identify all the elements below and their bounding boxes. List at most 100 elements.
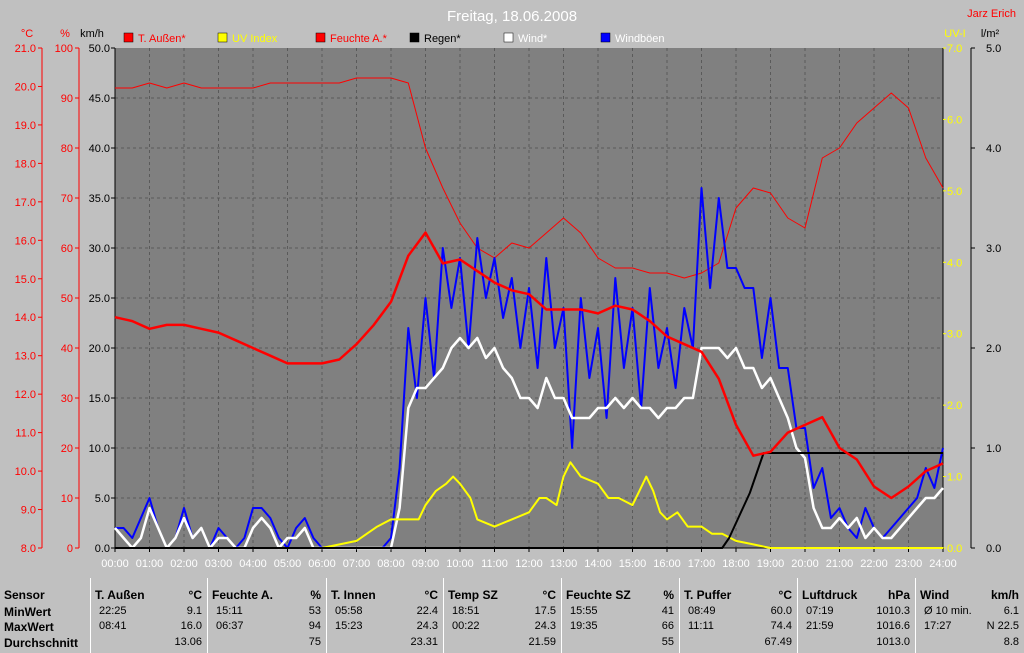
series-line-feuchtea	[115, 77, 944, 279]
x-tick-label: 24:00	[929, 558, 957, 570]
x-tick-label: 15:00	[619, 558, 647, 570]
legend-swatch-2	[315, 32, 326, 43]
stats-column-7: Wind km/h Ø 10 min. 6.1 17:27 N 22.5 8.8	[915, 578, 1024, 653]
legend-label-4: Wind*	[518, 33, 548, 45]
stats-avg-value: 67.49	[764, 636, 792, 648]
stats-min-value: 53	[308, 605, 321, 617]
legend-swatch-3	[409, 32, 420, 43]
tick-label-wind_kmh: 25.0	[89, 293, 110, 305]
tick-label-uv_index: 5.0	[947, 186, 962, 198]
stats-column-unit: °C	[542, 588, 556, 602]
stats-column-unit: %	[663, 588, 674, 602]
tick-label-uv_index: 0.0	[947, 543, 962, 555]
tick-label-wind_kmh: 0.0	[95, 543, 110, 555]
stats-column-name: T. Puffer	[684, 588, 732, 602]
tick-label-temp_c: 14.0	[15, 312, 36, 324]
tick-label-humidity_pct: 70	[61, 193, 73, 205]
stats-min-time: 05:58	[335, 605, 363, 617]
tick-label-wind_kmh: 30.0	[89, 243, 110, 255]
stats-column-6: Luftdruck hPa 07:19 1010.3 21:59 1016.6 1013.0	[797, 578, 916, 653]
stats-avg-value: 1013.0	[876, 636, 910, 648]
stats-max-time: 06:37	[216, 620, 244, 632]
tick-label-wind_kmh: 50.0	[89, 43, 110, 55]
stats-max-value: N 22.5	[986, 620, 1019, 632]
axes: 8.0 9.0 10.0 11.0 12.0 13.0 14.0 15.0 16.0 17.0 18…	[15, 43, 1002, 570]
stats-column-name: Luftdruck	[802, 588, 858, 602]
stats-max-time: 11:11	[688, 620, 714, 632]
stats-max-value: 24.3	[416, 620, 438, 632]
stats-column-5: T. Puffer °C 08:49 60.0 11:11 74.4 67.49	[679, 578, 798, 653]
stats-min-value: 17.5	[534, 605, 556, 617]
tick-label-humidity_pct: 100	[55, 43, 73, 55]
x-tick-label: 19:00	[757, 558, 785, 570]
series-line-uvindex	[115, 461, 943, 549]
stats-max-value: 1016.6	[876, 620, 910, 632]
stats-max-value: 24.3	[534, 620, 556, 632]
series-line-tauen	[114, 231, 944, 500]
stats-row-label-min: MinWert	[4, 605, 52, 619]
tick-label-rain_lm2: 4.0	[986, 143, 1001, 155]
x-tick-label: 11:00	[481, 558, 508, 570]
stats-min-time: 22:25	[99, 605, 127, 617]
stats-max-value: 94	[308, 620, 321, 632]
tick-label-temp_c: 17.0	[15, 197, 36, 209]
tick-label-wind_kmh: 5.0	[95, 493, 110, 505]
series	[114, 77, 944, 550]
unit-humidity-label: %	[60, 28, 70, 40]
stats-column-unit: °C	[188, 588, 202, 602]
legend-swatch-5	[600, 32, 611, 43]
tick-label-temp_c: 18.0	[15, 158, 36, 170]
stats-label-column: Sensor MinWert MaxWert Durchschnitt	[0, 578, 88, 653]
stats-column-0: T. Außen °C 22:25 9.1 08:41 16.0 13.06	[90, 578, 208, 653]
x-tick-label: 16:00	[653, 558, 681, 570]
x-tick-label: 00:00	[101, 558, 129, 570]
stats-max-time: 17:27	[924, 620, 952, 632]
stats-min-time: 15:11	[216, 605, 243, 617]
x-tick-label: 05:00	[274, 558, 302, 570]
x-tick-label: 10:00	[446, 558, 474, 570]
stats-min-value: 41	[661, 605, 674, 617]
tick-label-wind_kmh: 15.0	[89, 393, 110, 405]
tick-label-rain_lm2: 0.0	[986, 543, 1001, 555]
tick-label-temp_c: 20.0	[15, 81, 36, 93]
x-tick-label: 22:00	[860, 558, 888, 570]
legend-swatch-1	[217, 32, 228, 43]
x-tick-label: 06:00	[308, 558, 336, 570]
tick-label-temp_c: 15.0	[15, 274, 36, 286]
x-tick-label: 12:00	[515, 558, 543, 570]
legend-swatch-0	[123, 32, 134, 43]
stats-max-time: 15:23	[335, 620, 363, 632]
tick-label-temp_c: 10.0	[15, 466, 36, 478]
tick-label-humidity_pct: 90	[61, 93, 73, 105]
stats-column-1: Feuchte A.% 15:11 53 06:37 94 75	[207, 578, 327, 653]
tick-label-humidity_pct: 10	[61, 493, 73, 505]
x-tick-label: 03:00	[205, 558, 233, 570]
stats-max-value: 16.0	[180, 620, 202, 632]
stats-max-time: 21:59	[806, 620, 834, 632]
weather-chart: Freitag, 18.06.2008 Jarz Erich °C % km/h…	[14, 8, 1016, 570]
tick-label-uv_index: 6.0	[947, 114, 962, 126]
unit-uv-label: UV-I	[944, 28, 965, 40]
tick-label-rain_lm2: 5.0	[986, 43, 1001, 55]
stats-column-name: T. Außen	[95, 588, 145, 602]
unit-rain-label: l/m²	[981, 28, 1000, 40]
stats-column-unit: km/h	[990, 588, 1019, 602]
stats-min-value: 60.0	[770, 605, 792, 617]
stats-avg-value: 23.31	[410, 636, 438, 648]
stats-panel: Sensor MinWert MaxWert Durchschnitt T. A…	[0, 578, 1024, 653]
stats-column-name: Wind	[920, 588, 950, 602]
x-tick-label: 04:00	[239, 558, 267, 570]
legend-label-0: T. Außen*	[138, 33, 186, 45]
tick-label-humidity_pct: 30	[61, 393, 73, 405]
x-tick-label: 23:00	[895, 558, 923, 570]
stats-avg-value: 8.8	[1003, 636, 1019, 648]
tick-label-temp_c: 11.0	[15, 428, 36, 440]
stats-column-unit: %	[310, 588, 321, 602]
tick-label-rain_lm2: 1.0	[986, 443, 1001, 455]
x-tick-label: 08:00	[377, 558, 405, 570]
tick-label-wind_kmh: 10.0	[89, 443, 110, 455]
tick-label-temp_c: 12.0	[15, 389, 36, 401]
tick-label-humidity_pct: 80	[61, 143, 73, 155]
tick-label-wind_kmh: 45.0	[89, 93, 110, 105]
stats-min-value: 9.1	[186, 605, 202, 617]
